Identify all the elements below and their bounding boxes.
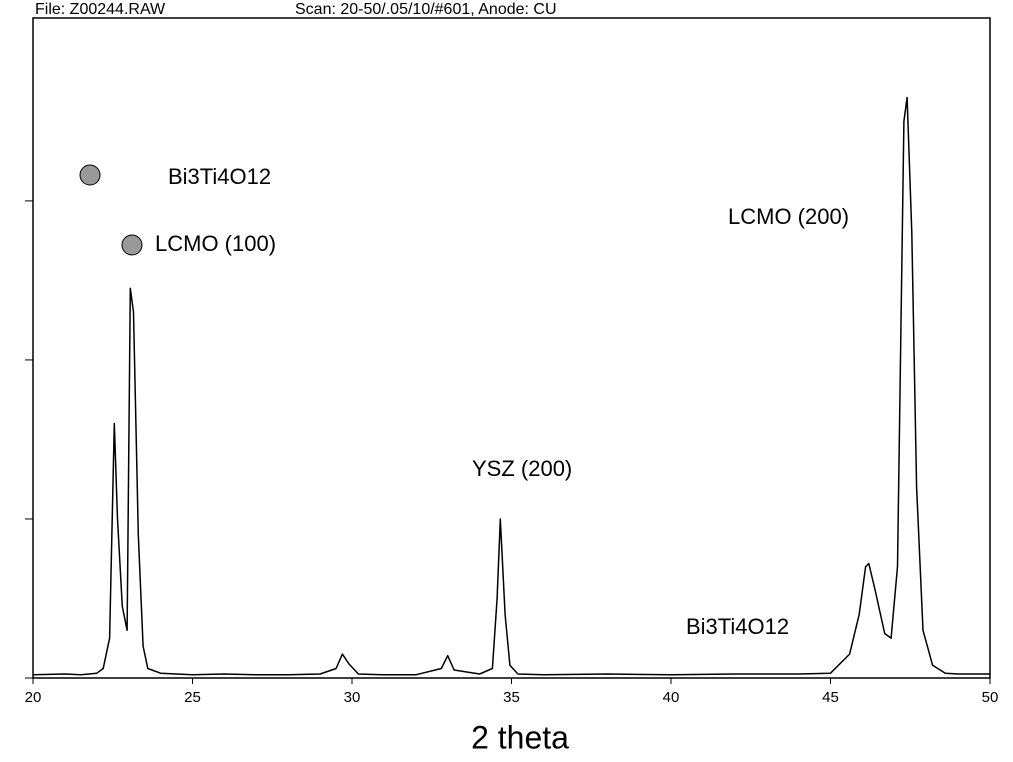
x-axis-label: 2 theta xyxy=(471,719,569,755)
scan-header: Scan: 20-50/.05/10/#601, Anode: CU xyxy=(295,1,557,18)
x-tick-label: 20 xyxy=(25,689,42,706)
file-header: File: Z00244.RAW xyxy=(35,1,166,18)
marker-dot xyxy=(121,234,143,256)
x-tick-label: 50 xyxy=(982,689,999,706)
x-tick-label: 30 xyxy=(344,689,361,706)
x-tick-label: 25 xyxy=(184,689,201,706)
annotation: Bi3Ti4O12 xyxy=(168,164,271,189)
x-tick-label: 35 xyxy=(503,689,520,706)
marker-dot xyxy=(79,164,101,186)
annotation: LCMO (100) xyxy=(155,231,276,256)
x-tick-label: 40 xyxy=(663,689,680,706)
data-line xyxy=(32,96,990,676)
annotation: YSZ (200) xyxy=(472,456,572,481)
annotation: Bi3Ti4O12 xyxy=(686,614,789,639)
plot-frame xyxy=(32,17,991,679)
annotation: LCMO (200) xyxy=(728,204,849,229)
x-tick-label: 45 xyxy=(822,689,839,706)
